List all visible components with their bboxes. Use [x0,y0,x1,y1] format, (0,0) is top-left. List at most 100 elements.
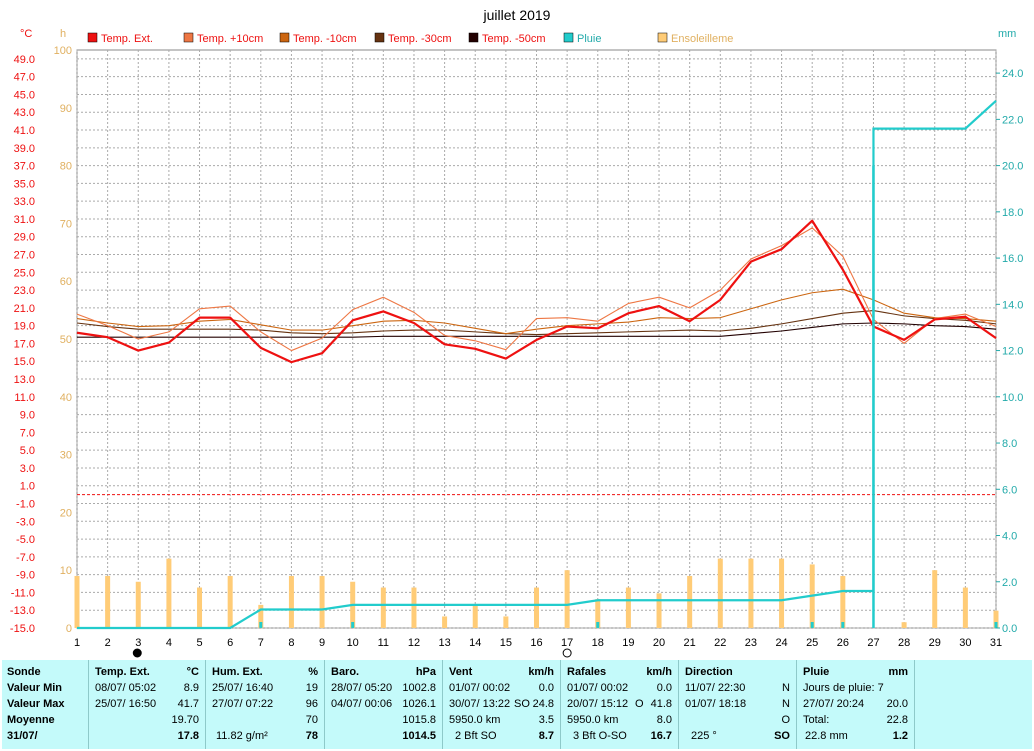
legend-swatch [468,32,479,43]
sunshine-bar [687,575,693,628]
hours-tick-label: 10 [60,565,72,577]
hours-tick-label: 100 [54,45,72,57]
temp-tick-label: 49.0 [14,54,35,66]
rain-tick-label: 12.0 [1002,346,1023,358]
pluie-total: 22.8 [886,714,908,726]
x-tick-label: 21 [684,637,696,649]
pluie-current: 1.2 [892,730,908,742]
x-tick-label: 1 [74,637,80,649]
sunshine-bar [748,558,754,628]
temp-tick-label: -7.0 [16,552,35,564]
sunshine-bar [534,587,539,628]
vent-max-dir: SO [514,698,530,710]
x-tick-label: 16 [530,637,542,649]
summary-col-temp: Temp. Ext. °C 08/07/ 05:02 8.9 25/07/ 16:5… [89,660,206,749]
direction-title: Direction [685,666,733,678]
summary-col-vent: Vent km/h 01/07/ 00:02 0.0 30/07/ 13:22 SO 2… [443,660,561,749]
row-label-max: Valeur Max [7,698,65,710]
x-tick-label: 17 [561,637,573,649]
rain-unit-label: mm [998,28,1016,40]
rafales-avg: 8.0 [656,714,672,726]
summary-col-rafales: Rafales km/h 01/07/ 00:02 0.0 20/07/ 15:12… [561,660,679,749]
rafales-current: 16.7 [650,730,672,742]
hum-unit: % [308,666,318,678]
rafales-min-when: 01/07/ 00:02 [567,682,629,694]
legend-swatch [87,32,98,43]
vent-title: Vent [449,666,473,678]
temp-tick-label: 41.0 [14,125,35,137]
legend-swatch [563,32,574,43]
x-tick-label: 7 [258,637,264,649]
x-tick-label: 11 [378,637,389,649]
sunshine-bar [319,575,325,628]
direction-max: N [782,698,790,710]
direction-current: SO [774,730,790,742]
x-tick-label: 9 [319,637,325,649]
pluie-unit: mm [888,666,908,678]
vent-current: 8.7 [538,730,554,742]
temp-min: 8.9 [183,682,199,694]
x-tick-label: 14 [469,637,481,649]
sunshine-bar [993,610,999,628]
sunshine-bar [625,587,631,628]
rafales-max-dir: O [635,698,644,710]
pluie-title: Pluie [803,666,830,678]
temp-tick-label: -5.0 [16,534,35,546]
temp-tick-label: 7.0 [20,427,35,439]
temp-tick-label: 39.0 [14,143,35,155]
rain-tick-label: 20.0 [1002,161,1023,173]
temp-tick-label: 45.0 [14,89,35,101]
legend-label: Temp. +10cm [197,33,263,45]
direction-degrees: 225 ° [691,730,717,742]
legend-label: Pluie [577,33,601,45]
hours-tick-label: 70 [60,218,72,230]
temp-tick-label: 19.0 [14,321,35,333]
summary-col-hum: Hum. Ext.% 25/07/ 16:40 19 27/07/ 07:22 96… [206,660,325,749]
temp-tick-label: 47.0 [14,72,35,84]
x-tick-label: 8 [288,637,294,649]
x-tick-label: 31 [990,637,1002,649]
sunshine-bar [656,593,662,628]
rafales-max-when: 20/07/ 15:12 [567,698,629,710]
summary-panel: Sonde Valeur Min Valeur Max Moyenne 31/0… [2,660,1032,749]
rain-tick-label: 24.0 [1002,68,1023,80]
row-label-min: Valeur Min [7,682,63,694]
sunshine-bar [411,587,417,628]
sunshine-bar [197,587,203,628]
temp-min-when: 08/07/ 05:02 [95,682,157,694]
x-tick-label: 18 [592,637,604,649]
series-line [76,309,997,336]
daily-rain-bar [841,622,845,628]
x-tick-label: 19 [622,637,634,649]
sunshine-bar [503,616,509,628]
sunshine-bar [166,558,172,628]
hum-avg: 70 [305,714,318,726]
hum-absolute: 11.82 g/m² [216,730,268,742]
rain-tick-label: 16.0 [1002,253,1023,265]
x-tick-label: 5 [196,637,202,649]
hum-max: 96 [305,698,318,710]
hours-tick-label: 0 [66,623,72,635]
temp-tick-label: -15.0 [10,623,35,635]
rain-cumulative-line [77,100,997,630]
sonde-title: Sonde [7,666,41,678]
temp-tick-label: 11.0 [14,392,35,404]
legend-label: Temp. -30cm [388,33,452,45]
baro-avg: 1015.8 [402,714,436,726]
hours-tick-label: 40 [60,392,72,404]
series-line [76,288,997,335]
rain-tick-label: 14.0 [1002,299,1023,311]
sunshine-bar [472,604,478,628]
vent-min: 0.0 [538,682,554,694]
x-tick-label: 15 [500,637,512,649]
x-tick-label: 23 [745,637,757,649]
vent-min-when: 01/07/ 00:02 [449,682,511,694]
temp-tick-label: 5.0 [20,445,35,457]
direction-max-when: 01/07/ 18:18 [685,698,747,710]
temp-tick-label: 35.0 [14,178,35,190]
vent-avg: 3.5 [538,714,554,726]
hum-min-when: 25/07/ 16:40 [212,682,274,694]
rain-tick-label: 6.0 [1002,484,1017,496]
summary-col-baro: Baro. hPa 28/07/ 05:20 1002.8 04/07/ 00:06… [325,660,443,749]
moon-phase-icon [562,648,572,658]
